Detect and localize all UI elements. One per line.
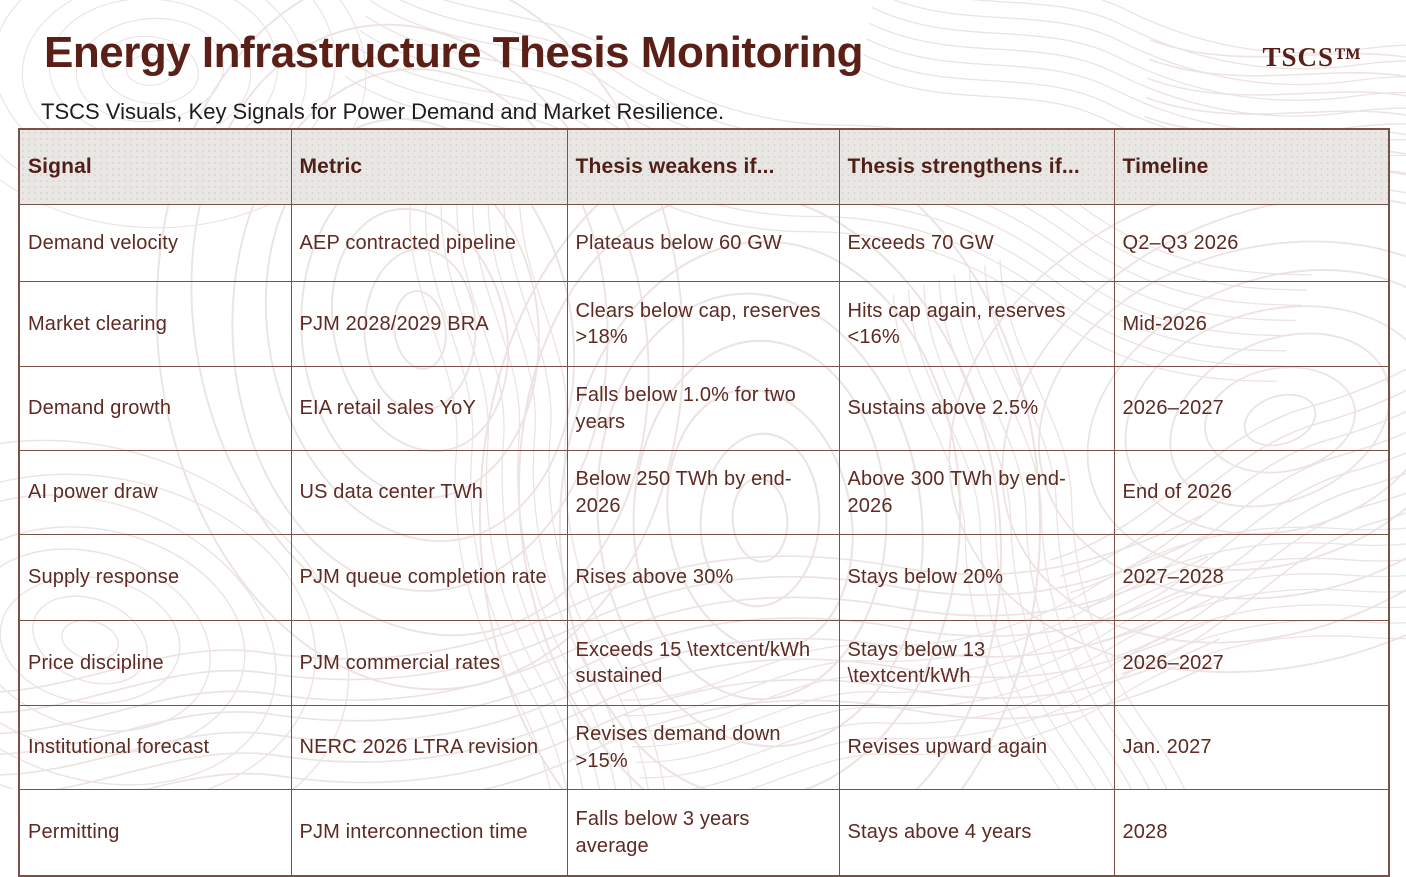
- table-row: Institutional forecast NERC 2026 LTRA re…: [18, 705, 1390, 790]
- table-row: Permitting PJM interconnection time Fall…: [18, 789, 1390, 877]
- cell-timeline: 2026–2027: [1113, 366, 1390, 451]
- cell-timeline: Jan. 2027: [1113, 705, 1390, 790]
- cell-metric: PJM 2028/2029 BRA: [290, 281, 568, 367]
- cell-signal: Demand growth: [18, 366, 292, 451]
- cell-metric: PJM commercial rates: [290, 620, 568, 706]
- cell-weakens: Falls below 3 years average: [566, 789, 840, 877]
- column-header-thesis-strengthens: Thesis strengthens if...: [838, 128, 1115, 205]
- cell-weakens: Falls below 1.0% for two years: [566, 366, 840, 451]
- column-header-thesis-weakens: Thesis weakens if...: [566, 128, 840, 205]
- page-title: Energy Infrastructure Thesis Monitoring: [44, 28, 864, 77]
- cell-timeline: End of 2026: [1113, 450, 1390, 535]
- cell-signal: Demand velocity: [18, 204, 292, 282]
- cell-signal: Market clearing: [18, 281, 292, 367]
- table-row: Demand growth EIA retail sales YoY Falls…: [18, 366, 1390, 451]
- cell-timeline: Q2–Q3 2026: [1113, 204, 1390, 282]
- column-header-signal: Signal: [18, 128, 292, 205]
- brand-logo: TSCS™: [1262, 42, 1362, 72]
- cell-metric: PJM interconnection time: [290, 789, 568, 877]
- cell-metric: AEP contracted pipeline: [290, 204, 568, 282]
- cell-strengthens: Stays above 4 years: [838, 789, 1115, 877]
- cell-metric: PJM queue completion rate: [290, 534, 568, 621]
- cell-weakens: Clears below cap, reserves >18%: [566, 281, 840, 367]
- cell-timeline: 2027–2028: [1113, 534, 1390, 621]
- cell-strengthens: Exceeds 70 GW: [838, 204, 1115, 282]
- cell-strengthens: Stays below 20%: [838, 534, 1115, 621]
- cell-signal: AI power draw: [18, 450, 292, 535]
- column-header-metric: Metric: [290, 128, 568, 205]
- table-row: Demand velocity AEP contracted pipeline …: [18, 204, 1390, 282]
- cell-weakens: Exceeds 15 \textcent/kWh sustained: [566, 620, 840, 706]
- cell-timeline: 2028: [1113, 789, 1390, 877]
- cell-strengthens: Stays below 13 \textcent/kWh: [838, 620, 1115, 706]
- table-row: AI power draw US data center TWh Below 2…: [18, 450, 1390, 535]
- table-row: Supply response PJM queue completion rat…: [18, 534, 1390, 621]
- cell-strengthens: Hits cap again, reserves <16%: [838, 281, 1115, 367]
- cell-weakens: Below 250 TWh by end-2026: [566, 450, 840, 535]
- cell-weakens: Rises above 30%: [566, 534, 840, 621]
- cell-strengthens: Above 300 TWh by end-2026: [838, 450, 1115, 535]
- thesis-monitoring-table: Signal Metric Thesis weakens if... Thesi…: [18, 128, 1390, 877]
- cell-timeline: Mid-2026: [1113, 281, 1390, 367]
- page-subtitle: TSCS Visuals, Key Signals for Power Dema…: [41, 99, 725, 124]
- column-header-timeline: Timeline: [1113, 128, 1390, 205]
- cell-weakens: Plateaus below 60 GW: [566, 204, 840, 282]
- table-row: Market clearing PJM 2028/2029 BRA Clears…: [18, 281, 1390, 367]
- table-header-row: Signal Metric Thesis weakens if... Thesi…: [18, 128, 1390, 205]
- cell-metric: NERC 2026 LTRA revision: [290, 705, 568, 790]
- cell-signal: Institutional forecast: [18, 705, 292, 790]
- table-row: Price discipline PJM commercial rates Ex…: [18, 620, 1390, 706]
- cell-strengthens: Revises upward again: [838, 705, 1115, 790]
- cell-metric: EIA retail sales YoY: [290, 366, 568, 451]
- cell-metric: US data center TWh: [290, 450, 568, 535]
- cell-strengthens: Sustains above 2.5%: [838, 366, 1115, 451]
- cell-signal: Supply response: [18, 534, 292, 621]
- cell-signal: Price discipline: [18, 620, 292, 706]
- cell-timeline: 2026–2027: [1113, 620, 1390, 706]
- cell-weakens: Revises demand down >15%: [566, 705, 840, 790]
- cell-signal: Permitting: [18, 789, 292, 877]
